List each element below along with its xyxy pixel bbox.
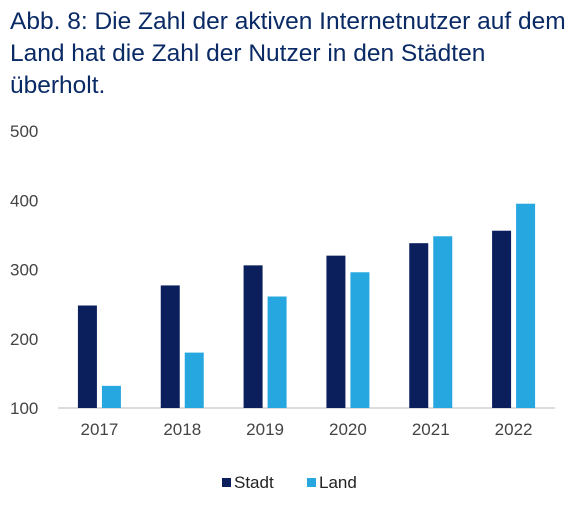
bar-stadt-2019 [243, 265, 263, 408]
x-tick-label: 2022 [495, 420, 533, 439]
x-tick-label: 2021 [412, 420, 450, 439]
chart-title: Abb. 8: Die Zahl der aktiven Internetnut… [10, 8, 566, 99]
y-tick-label: 200 [10, 330, 38, 349]
legend-swatch-land [307, 478, 316, 487]
legend-label-land: Land [319, 473, 357, 492]
bar-land-2022 [516, 203, 536, 408]
bar-stadt-2021 [409, 243, 429, 408]
bar-stadt-2017 [77, 305, 97, 408]
bar-stadt-2020 [326, 255, 346, 408]
bars [77, 203, 536, 408]
x-tick-label: 2019 [246, 420, 284, 439]
bar-stadt-2018 [160, 285, 180, 408]
bar-land-2017 [101, 385, 121, 408]
x-axis: 2017 2018 2019 2020 2021 2022 [81, 420, 533, 439]
bar-land-2020 [350, 272, 370, 408]
legend-label-stadt: Stadt [234, 473, 274, 492]
bar-land-2018 [184, 352, 204, 408]
bar-stadt-2022 [492, 230, 512, 408]
legend: Stadt Land [222, 473, 357, 492]
x-tick-label: 2017 [81, 420, 119, 439]
y-tick-label: 400 [10, 191, 38, 210]
bar-land-2021 [433, 236, 453, 408]
y-axis: 100 200 300 400 500 [10, 122, 38, 418]
y-tick-label: 300 [10, 261, 38, 280]
bar-land-2019 [267, 296, 287, 408]
legend-swatch-stadt [222, 478, 231, 487]
y-tick-label: 500 [10, 122, 38, 141]
x-tick-label: 2018 [163, 420, 201, 439]
x-tick-label: 2020 [329, 420, 367, 439]
y-tick-label: 100 [10, 399, 38, 418]
